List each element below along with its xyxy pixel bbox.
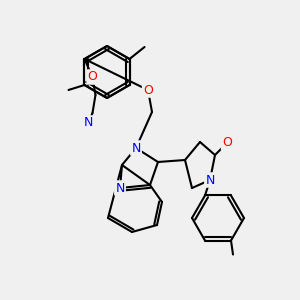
Text: O: O	[143, 83, 153, 97]
Text: O: O	[88, 70, 98, 83]
Text: N: N	[205, 173, 215, 187]
Text: N: N	[131, 142, 141, 154]
Text: O: O	[222, 136, 232, 149]
Text: N: N	[84, 116, 93, 130]
Text: N: N	[115, 182, 125, 194]
